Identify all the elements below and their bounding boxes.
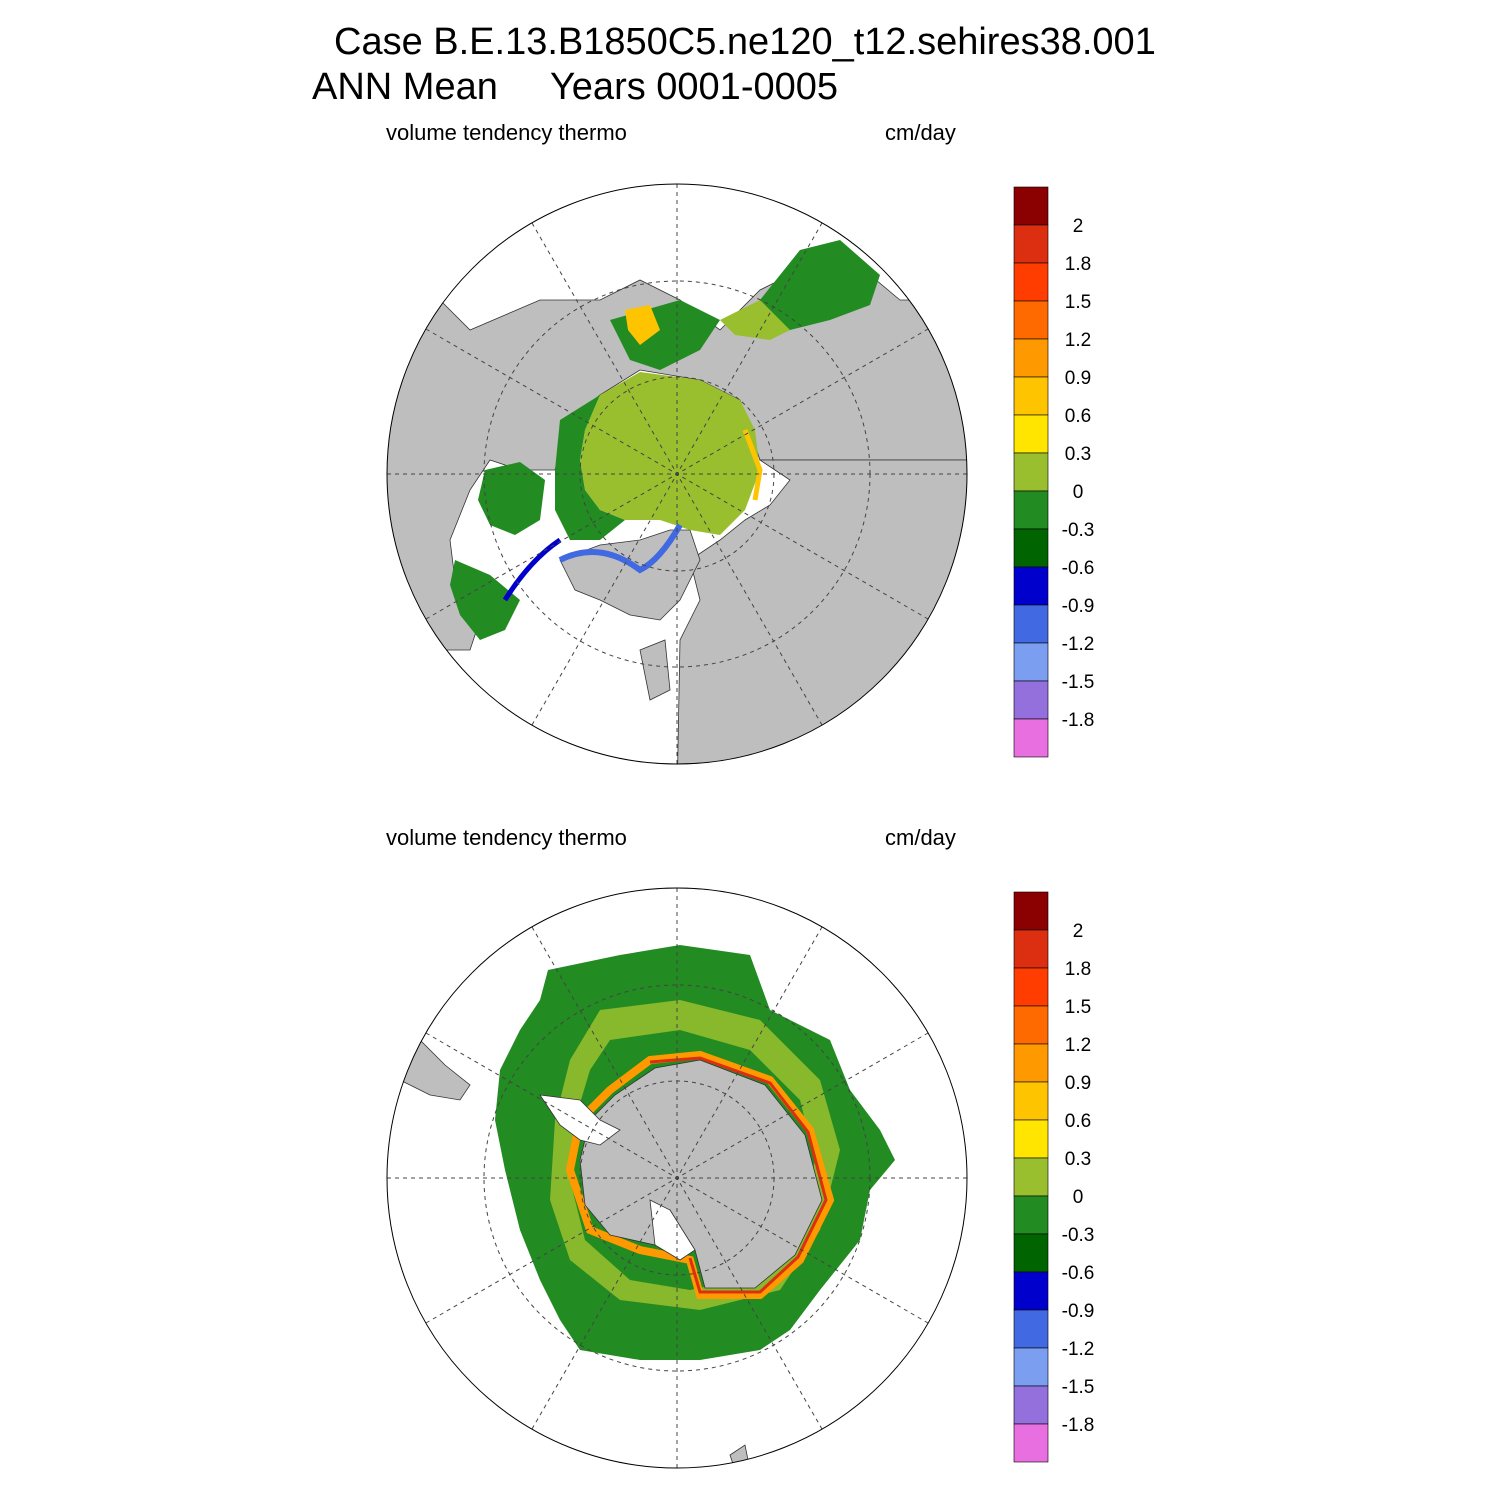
north-colorbar-swatch <box>1013 186 1049 226</box>
north-colorbar-tick-label: 0 <box>1073 482 1084 503</box>
south-colorbar-tick-label: 0 <box>1073 1187 1084 1208</box>
north-colorbar-swatch <box>1013 452 1049 492</box>
south-colorbar-tick-label: 0.3 <box>1065 1149 1091 1170</box>
north-colorbar-swatch <box>1013 528 1049 568</box>
south-colorbar-tick-label: -1.2 <box>1062 1339 1095 1360</box>
south-colorbar-swatch <box>1013 967 1049 1007</box>
north-colorbar-tick-label: -1.5 <box>1062 672 1095 693</box>
north-beaufort-melt <box>625 305 660 345</box>
north-colorbar-tick-label: 0.6 <box>1065 406 1091 427</box>
south-colorbar-tick-label: 1.8 <box>1065 959 1091 980</box>
title-line-2: ANN Mean Years 0001-0005 <box>312 66 839 108</box>
south-colorbar-swatch <box>1013 891 1049 931</box>
north-colorbar-swatch <box>1013 262 1049 302</box>
north-colorbar-tick-label: 1.5 <box>1065 292 1091 313</box>
south-ross-shelf <box>649 1199 696 1261</box>
north-colorbar-swatch <box>1013 490 1049 530</box>
north-colorbar-tick-label: 0.9 <box>1065 368 1091 389</box>
north-colorbar-tick-label: -0.9 <box>1062 596 1095 617</box>
north-map-border <box>386 183 968 765</box>
south-colorbar-tick-label: -0.9 <box>1062 1301 1095 1322</box>
north-colorbar-tick-label: -1.8 <box>1062 710 1095 731</box>
south-colorbar-swatch <box>1013 1119 1049 1159</box>
south-colorbar-swatch <box>1013 1271 1049 1311</box>
north-baffin-edge <box>502 537 562 602</box>
north-colorbar-tick-label: -1.2 <box>1062 634 1095 655</box>
north-colorbar-swatch <box>1013 566 1049 606</box>
south-polar-map <box>386 887 968 1469</box>
north-colorbar-tick-label: 1.8 <box>1065 254 1091 275</box>
north-hudson-bay <box>478 462 545 535</box>
north-graticule <box>387 184 967 764</box>
south-colorbar-tick-label: 2 <box>1073 921 1084 942</box>
south-colorbar-swatch <box>1013 1081 1049 1121</box>
south-colorbar: 2 1.8 1.5 1.2 0.9 0.6 0.3 0 -0.3 -0.6 -0.9 -1.2 -1.5… <box>1013 891 1095 1463</box>
south-colorbar-swatch <box>1013 1195 1049 1235</box>
north-colorbar-swatch <box>1013 680 1049 720</box>
north-sea-ice-outer <box>555 395 625 540</box>
north-colorbar-tick-label: 1.2 <box>1065 330 1091 351</box>
north-colorbar-swatch <box>1013 414 1049 454</box>
north-colorbar-tick-label: -0.6 <box>1062 558 1095 579</box>
south-variable-label: volume tendency thermo <box>386 825 627 850</box>
north-colorbar-tick-label: -0.3 <box>1062 520 1095 541</box>
south-colorbar-tick-label: -0.6 <box>1062 1263 1095 1284</box>
north-colorbar-tick-label: 0.3 <box>1065 444 1091 465</box>
north-barents-edge <box>558 523 683 574</box>
north-units-label: cm/day <box>885 120 956 145</box>
south-colorbar-tick-label: -1.8 <box>1062 1415 1095 1436</box>
north-europe-land <box>639 639 671 701</box>
north-kara-melt <box>742 429 763 501</box>
north-polar-map <box>386 183 968 765</box>
south-colorbar-tick-label: 0.9 <box>1065 1073 1091 1094</box>
south-colorbar-tick-label: 1.2 <box>1065 1035 1091 1056</box>
south-colorbar-swatch <box>1013 1423 1049 1463</box>
south-coastal-melt-red <box>649 1056 828 1294</box>
south-colorbar-swatch <box>1013 929 1049 969</box>
south-colorbar-tick-label: 1.5 <box>1065 997 1091 1018</box>
south-colorbar-swatch <box>1013 1385 1049 1425</box>
south-colorbar-swatch <box>1013 1309 1049 1349</box>
north-colorbar-tick-label: 2 <box>1073 216 1084 237</box>
south-weddell-shelf <box>539 1094 621 1146</box>
north-sea-ice-central <box>580 372 760 535</box>
north-labrador-ice <box>450 560 520 640</box>
south-units-label: cm/day <box>885 825 956 850</box>
north-bering-sea <box>760 240 880 330</box>
north-colorbar-swatch <box>1013 718 1049 758</box>
south-colorbar-swatch <box>1013 1347 1049 1387</box>
north-variable-label: volume tendency thermo <box>386 120 627 145</box>
north-colorbar-swatch <box>1013 300 1049 340</box>
south-colorbar-swatch <box>1013 1157 1049 1197</box>
south-colorbar-tick-label: -1.5 <box>1062 1377 1095 1398</box>
south-graticule <box>387 888 967 1468</box>
title-line-1: Case B.E.13.B1850C5.ne120_t12.sehires38.… <box>334 21 1156 63</box>
south-colorbar-swatch <box>1013 1005 1049 1045</box>
north-colorbar: 2 1.8 1.5 1.2 0.9 0.6 0.3 0 -0.3 -0.6 -0.9 -1.2 -1.5… <box>1013 186 1095 758</box>
north-colorbar-swatch <box>1013 642 1049 682</box>
north-colorbar-swatch <box>1013 604 1049 644</box>
south-colorbar-swatch <box>1013 1233 1049 1273</box>
north-colorbar-swatch <box>1013 338 1049 378</box>
south-colorbar-tick-label: -0.3 <box>1062 1225 1095 1246</box>
north-okhotsk-sea <box>720 300 790 340</box>
south-colorbar-tick-label: 0.6 <box>1065 1111 1091 1132</box>
south-colorbar-swatch <box>1013 1043 1049 1083</box>
north-colorbar-swatch <box>1013 376 1049 416</box>
south-map-border <box>386 887 968 1469</box>
north-colorbar-swatch <box>1013 224 1049 264</box>
